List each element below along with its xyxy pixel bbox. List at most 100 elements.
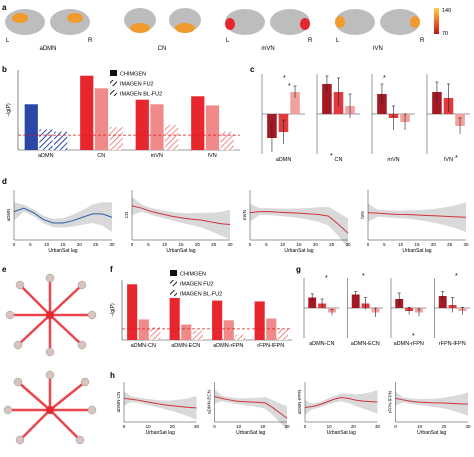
line-1-tick-20: 20	[195, 242, 201, 247]
legend-f-swatch-chimgen	[170, 270, 177, 276]
hemi-r-3: R	[420, 38, 425, 44]
panel-letter-f: f	[110, 265, 113, 274]
panel-h-line-charts: 0 10 20 30 UrbanSat lag aDMN-CN 0 10 20 30 UrbanSa…	[116, 382, 471, 436]
line-1-tick-30: 30	[227, 242, 233, 247]
sub-2-label: aDMN-rFPN	[394, 341, 424, 347]
hemi-r-2: R	[308, 38, 313, 44]
line-3-tick-5: 5	[383, 242, 386, 247]
sub-1-label: aDMN-ECN	[351, 341, 380, 347]
legend-b-blfu2: IMAGEN BL-FU2	[120, 92, 162, 98]
line-1-band	[214, 389, 287, 431]
panel-letter-b: b	[2, 65, 7, 74]
x-tick-CN: CN	[97, 153, 105, 159]
hemi-r-1: R	[88, 38, 93, 44]
bar-aDMN-0	[24, 104, 38, 150]
brain-label-cn: CN	[158, 46, 167, 52]
panel-letter-a: a	[2, 3, 7, 12]
line-0-tick-10: 10	[44, 242, 50, 247]
line-0-tick-10: 10	[146, 424, 152, 429]
hemi-l-2: L	[226, 38, 230, 44]
panel-b-bar-chart: −lg(P) aDMN CN mVN lVN	[6, 70, 240, 159]
sub-0-label: aDMN	[276, 157, 292, 163]
line-3-curve	[395, 397, 469, 405]
bar-rFPN-lFPN-2	[277, 328, 288, 340]
bar-mVN-1	[150, 104, 164, 150]
bar-aDMN-1	[39, 129, 53, 150]
line-0-band	[14, 202, 112, 233]
line-3-tick-10: 10	[398, 242, 404, 247]
sub-3-label: lVN	[444, 157, 453, 163]
line-0-ylabel: aDMN-CN	[116, 392, 121, 413]
line-2-band	[305, 390, 378, 415]
line-2-tick-25: 25	[329, 242, 335, 247]
line-1-ylabel: CN	[124, 212, 129, 219]
line-2-xlabel: UrbanSat lag	[327, 430, 356, 436]
legend-b-fu2: IMAGEN FU2	[120, 82, 154, 88]
bar-lVN-2	[220, 131, 234, 150]
line-1-tick-10: 10	[236, 424, 242, 429]
bar-CN-1	[94, 88, 109, 150]
line-0-curve	[13, 207, 113, 224]
panel-g-bar-subplots: aDMN-CN aDMN-ECN aDMN-rFPN rFPN-lFPN	[303, 278, 470, 347]
sub-0-label: aDMN-CN	[309, 341, 334, 347]
bar-aDMN-ECN-1	[181, 324, 192, 340]
line-3-tick-10: 10	[417, 424, 423, 429]
brain-label-admn: aDMN	[39, 46, 56, 52]
panel-c-bar-subplots: aDMN CN mVN lVN	[261, 74, 470, 163]
line-1-tick-20: 20	[260, 424, 266, 429]
bar-aDMN-rFPN-2	[235, 334, 246, 340]
sub-0-bar-2	[290, 92, 300, 114]
line-3-ylabel: rFPN-lFPN	[388, 391, 393, 413]
bar-aDMN-CN-2	[150, 327, 161, 340]
bar-CN-0	[80, 75, 94, 150]
line-2-curve	[304, 396, 378, 408]
line-0-curve	[123, 397, 197, 409]
sig-mark-8: *	[412, 333, 415, 340]
line-2-ylabel: aDMN-rFPN	[297, 390, 302, 415]
colorbar-max: 140	[442, 8, 451, 14]
line-1-tick-0: 0	[131, 242, 134, 247]
brain-lvn	[335, 9, 420, 35]
panel-letter-g: g	[296, 265, 301, 274]
legend-f-fu2: IMAGEN FU2	[180, 282, 214, 288]
brain-label-mvn: mVN	[261, 46, 274, 52]
sub-1-bar-0	[351, 294, 360, 308]
line-2-tick-20: 20	[351, 424, 357, 429]
line-1-tick-0: 0	[213, 424, 216, 429]
x-tick-aDMN-rFPN: aDMN-rFPN	[213, 343, 243, 349]
brain-mvn	[225, 9, 310, 35]
line-2-tick-15: 15	[296, 242, 302, 247]
sub-3-bar-0	[438, 296, 447, 308]
panel-letter-e: e	[2, 265, 7, 274]
panel-letter-d: d	[2, 177, 7, 186]
sig-mark-7: *	[362, 273, 365, 280]
sub-0-bar-0	[308, 297, 317, 308]
legend-b-swatch-fu2	[110, 80, 117, 86]
line-1-xlabel: UrbanSat lag	[166, 248, 195, 254]
line-3-tick-20: 20	[431, 242, 437, 247]
bar-CN-2	[109, 127, 123, 150]
line-3-band	[395, 391, 468, 416]
legend-f-chimgen: CHIMGEN	[180, 272, 206, 278]
line-0-xlabel: UrbanSat lag	[48, 248, 77, 254]
line-0-tick-20: 20	[170, 424, 176, 429]
line-1-tick-10: 10	[162, 242, 168, 247]
bar-lVN-1	[205, 105, 220, 150]
line-2-tick-10: 10	[327, 424, 333, 429]
brain-cn	[124, 8, 201, 33]
panel-letter-h: h	[110, 371, 115, 380]
legend-b-chimgen: CHIMGEN	[120, 72, 146, 78]
y-axis-label: −lg(P)	[110, 303, 116, 317]
panel-d-line-charts: 0 5 10 15 20 25 30 UrbanSat lag aDMN 0 5 10 15 20 25 30…	[6, 190, 469, 254]
legend-f-swatch-blfu2	[170, 290, 177, 296]
sig-mark-3: *	[330, 153, 333, 160]
line-1-tick-30: 30	[284, 424, 290, 429]
line-2-tick-0: 0	[249, 242, 252, 247]
sub-3-bar-0	[432, 92, 442, 114]
bar-mVN-2	[165, 124, 179, 150]
hemi-l-3: L	[336, 38, 340, 44]
bar-aDMN-ECN-2	[192, 330, 203, 340]
bar-mVN-0	[135, 99, 149, 150]
bar-rFPN-lFPN-1	[266, 318, 277, 340]
line-2-tick-10: 10	[280, 242, 286, 247]
